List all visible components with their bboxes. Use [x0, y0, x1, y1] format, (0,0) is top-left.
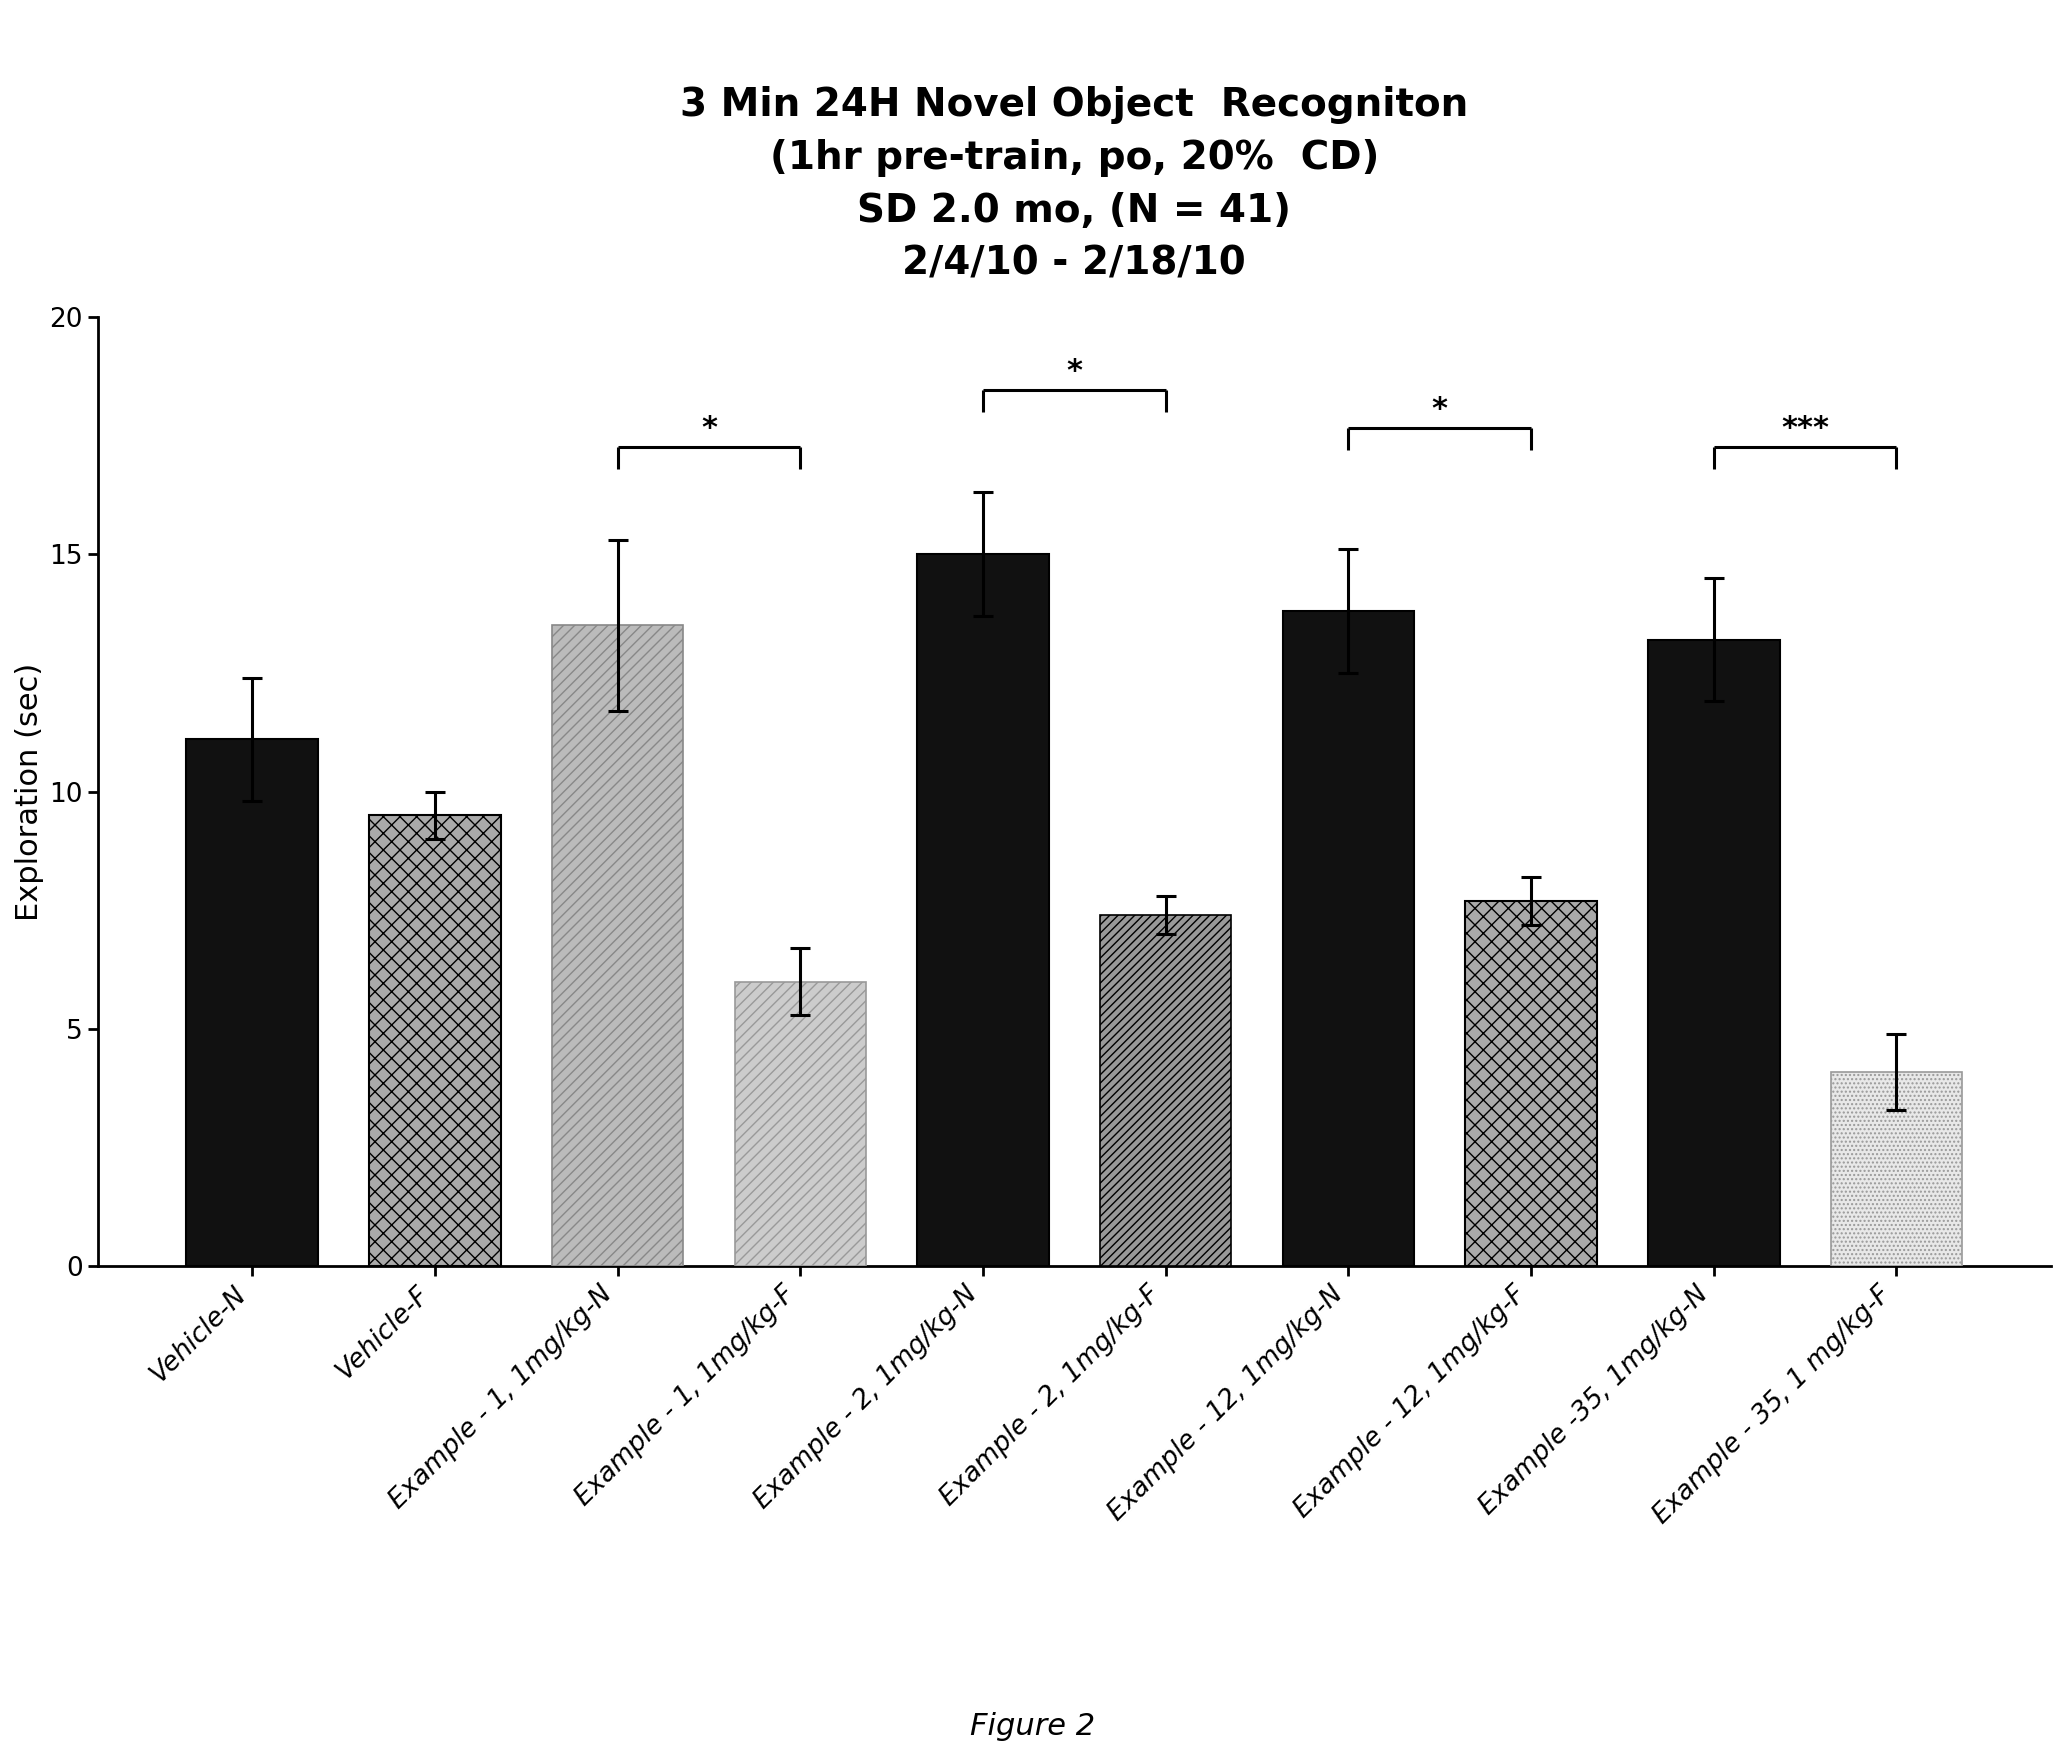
Bar: [917, 554, 1050, 1266]
Bar: [370, 816, 500, 1266]
Y-axis label: Exploration (sec): Exploration (sec): [14, 663, 43, 920]
Bar: [1830, 1071, 1963, 1266]
Bar: [1099, 915, 1231, 1266]
Text: ***: ***: [1781, 415, 1828, 443]
Bar: [1649, 640, 1779, 1266]
Bar: [1465, 901, 1597, 1266]
Bar: [735, 982, 866, 1266]
Text: *: *: [700, 415, 717, 443]
Bar: [186, 739, 318, 1266]
Text: *: *: [1432, 396, 1448, 424]
Text: *: *: [1066, 357, 1083, 387]
Text: Figure 2: Figure 2: [971, 1713, 1095, 1741]
Bar: [1283, 610, 1413, 1266]
Bar: [552, 626, 684, 1266]
Title: 3 Min 24H Novel Object  Recogniton
(1hr pre-train, po, 20%  CD)
SD 2.0 mo, (N = : 3 Min 24H Novel Object Recogniton (1hr p…: [680, 86, 1469, 283]
